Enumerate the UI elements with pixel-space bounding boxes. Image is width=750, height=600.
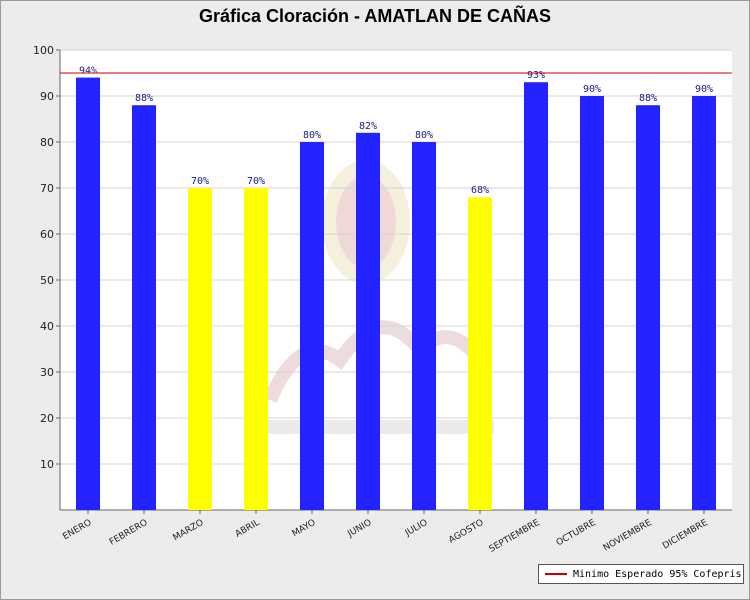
- bar-octubre: [580, 96, 604, 510]
- bar-septiembre: [524, 82, 548, 510]
- x-tick-label-julio: JULIO: [403, 518, 430, 539]
- data-label-diciembre: 90%: [695, 84, 713, 95]
- bar-diciembre: [692, 96, 716, 510]
- y-tick-label: 50: [40, 274, 54, 287]
- bar-mayo: [300, 142, 324, 510]
- data-label-junio: 82%: [359, 121, 377, 132]
- y-tick-label: 100: [33, 44, 54, 57]
- y-tick-label: 30: [40, 366, 54, 379]
- data-label-noviembre: 88%: [639, 93, 657, 104]
- bar-agosto: [468, 197, 492, 510]
- y-tick-label: 60: [40, 228, 54, 241]
- legend: Minimo Esperado 95% Cofepris: [538, 564, 744, 584]
- data-label-septiembre: 93%: [527, 70, 545, 81]
- y-tick-label: 10: [40, 458, 54, 471]
- data-label-mayo: 80%: [303, 130, 321, 141]
- x-tick-label-febrero: FEBRERO: [108, 518, 150, 548]
- chart-title: Gráfica Cloración - AMATLAN DE CAÑAS: [198, 6, 552, 26]
- data-label-octubre: 90%: [583, 84, 601, 95]
- data-label-febrero: 88%: [135, 93, 153, 104]
- bar-abril: [244, 188, 268, 510]
- legend-label-reference-line: Minimo Esperado 95% Cofepris: [573, 568, 742, 580]
- data-label-marzo: 70%: [191, 176, 209, 187]
- y-tick-label: 20: [40, 412, 54, 425]
- y-tick-label: 90: [40, 90, 54, 103]
- x-tick-label-octubre: OCTUBRE: [555, 518, 598, 549]
- x-tick-label-enero: ENERO: [61, 518, 93, 542]
- bar-junio: [356, 132, 380, 511]
- bar-julio: [412, 142, 436, 510]
- x-tick-label-agosto: AGOSTO: [447, 518, 485, 546]
- data-label-enero: 94%: [79, 66, 97, 77]
- data-label-agosto: 68%: [471, 185, 489, 196]
- y-tick-label: 40: [40, 320, 54, 333]
- data-label-julio: 80%: [415, 130, 433, 141]
- x-tick-label-diciembre: DICIEMBRE: [661, 518, 710, 552]
- y-tick-label: 70: [40, 182, 54, 195]
- bar-noviembre: [636, 105, 660, 510]
- x-tick-label-marzo: MARZO: [172, 518, 206, 543]
- x-tick-label-junio: JUNIO: [345, 518, 373, 540]
- x-tick-label-abril: ABRIL: [234, 518, 262, 540]
- legend-swatch-reference-line: [545, 573, 567, 575]
- x-tick-label-noviembre: NOVIEMBRE: [602, 518, 654, 554]
- x-tick-label-septiembre: SEPTIEMBRE: [488, 518, 542, 555]
- data-label-abril: 70%: [247, 176, 265, 187]
- x-tick-label-mayo: MAYO: [291, 518, 318, 539]
- bar-febrero: [132, 105, 156, 510]
- bar-enero: [76, 77, 100, 510]
- y-tick-label: 80: [40, 136, 54, 149]
- bar-marzo: [188, 188, 212, 510]
